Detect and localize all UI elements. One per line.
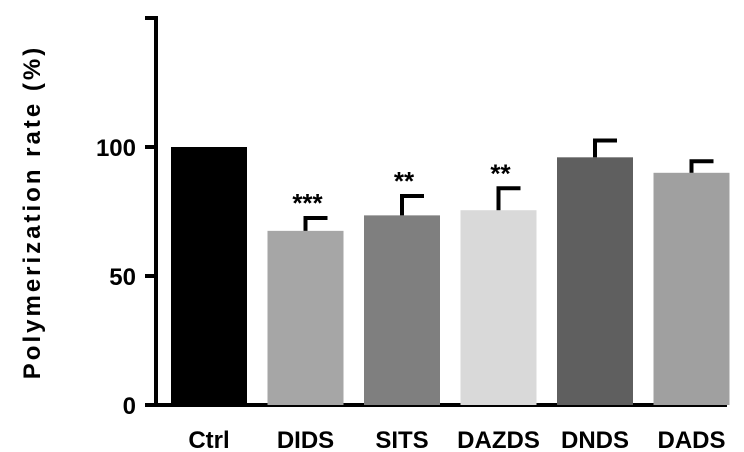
error-bars [303, 138, 714, 231]
bar-dids [267, 230, 344, 405]
category-label-sits: SITS [375, 427, 428, 452]
y-tick-label: 100 [96, 135, 136, 162]
bar-dads [653, 172, 730, 405]
significance-dazds: ** [490, 158, 511, 188]
category-labels: Ctrl DIDS SITS DAZDS DNDS DADS [188, 427, 725, 452]
significance-sits: ** [394, 166, 415, 196]
y-tick-label: 0 [123, 393, 136, 420]
y-tick-label: 50 [109, 264, 136, 291]
bar-ctrl [171, 147, 247, 405]
bar-dazds [460, 210, 537, 405]
category-label-dazds: DAZDS [457, 427, 540, 452]
bar-sits [364, 215, 440, 405]
bar-dnds [557, 157, 633, 405]
y-ticks: 0 50 100 [96, 135, 156, 420]
category-label-ctrl: Ctrl [188, 427, 229, 452]
bars [171, 147, 730, 405]
category-label-dids: DIDS [277, 427, 334, 452]
category-label-dnds: DNDS [561, 427, 629, 452]
significance-dids: *** [292, 188, 323, 218]
significance-markers: ***** ** [292, 158, 511, 218]
y-axis-title: Polymerization rate (%) [19, 45, 46, 379]
category-label-dads: DADS [657, 427, 725, 452]
